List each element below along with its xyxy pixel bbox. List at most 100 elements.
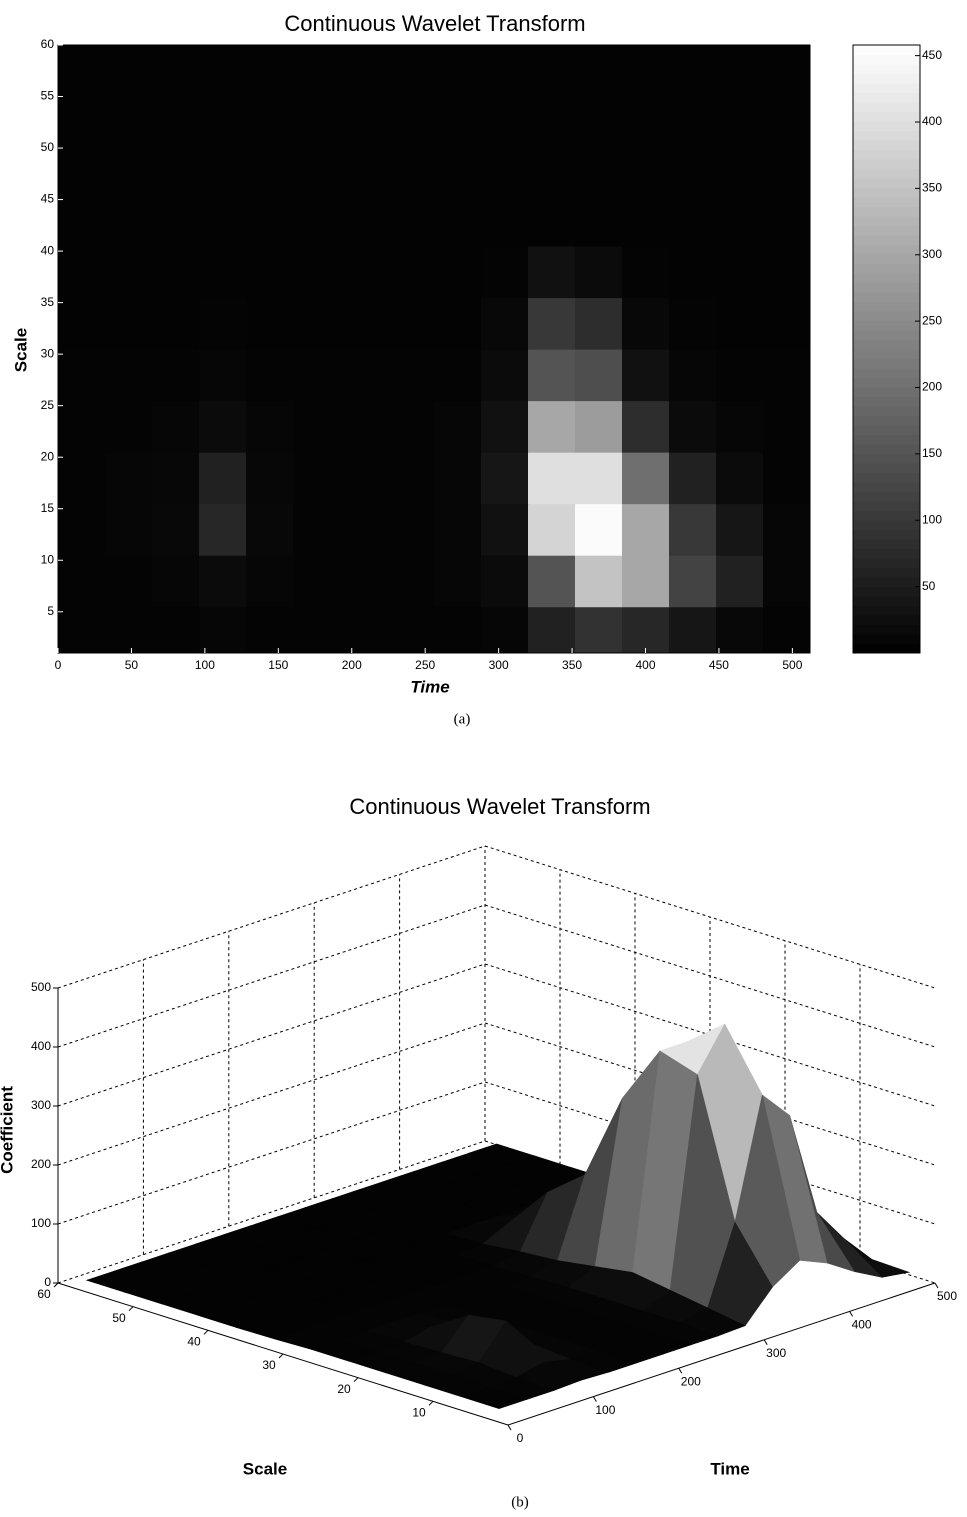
y-tick-label: 50 — [41, 140, 55, 154]
colorbar-step — [853, 73, 920, 84]
colorbar-step — [853, 586, 920, 597]
colorbar-step — [853, 254, 920, 264]
y-tick — [278, 1353, 284, 1359]
colorbar-step — [853, 111, 920, 122]
colorbar-step — [853, 140, 920, 150]
heatmap-cell — [716, 503, 764, 556]
heatmap-cell — [669, 245, 717, 299]
heatmap-cell — [246, 503, 294, 556]
colorbar-step — [853, 197, 920, 207]
heatmap-cell — [246, 297, 294, 350]
x-tick-label: 300 — [489, 658, 509, 672]
colorbar-step — [853, 444, 920, 454]
heatmap-cell — [622, 555, 670, 608]
heatmap-cell — [575, 45, 623, 92]
heatmap-cell — [481, 452, 529, 505]
colorbar-step — [853, 520, 920, 530]
heatmap-cell — [105, 606, 153, 653]
heatmap-cell — [152, 245, 200, 299]
heatmap-cell — [434, 142, 482, 196]
y-tick — [353, 1377, 359, 1383]
heatmap-cell — [763, 503, 810, 556]
heatmap-cell — [575, 245, 623, 299]
colorbar-step — [853, 273, 920, 283]
y-tick-label: 30 — [41, 346, 55, 360]
heatmap-cell — [340, 297, 388, 350]
heatmap-cell — [246, 194, 294, 247]
y-tick-label: 35 — [41, 295, 55, 309]
heatmap-cell — [528, 452, 576, 505]
heatmap-cell — [622, 194, 670, 247]
y-tick-label: 20 — [337, 1382, 351, 1396]
colorbar-step — [853, 501, 920, 511]
heatmap-cell — [716, 297, 764, 350]
colorbar-step — [853, 311, 920, 321]
heatmap-cell — [763, 452, 810, 505]
y-tick-label: 40 — [41, 243, 55, 257]
heatmap-cell — [340, 245, 388, 299]
heatmap-cell — [340, 91, 388, 144]
heatmap-cell — [199, 349, 247, 402]
z-tick-label: 500 — [31, 980, 51, 994]
grid-line — [57, 1140, 486, 1284]
heatmap-cell — [575, 452, 623, 505]
heatmap-cell — [716, 194, 764, 247]
colorbar-step — [853, 615, 920, 625]
heatmap-cell — [246, 452, 294, 505]
heatmap-cell — [622, 142, 670, 196]
caption: (a) — [454, 711, 471, 727]
grid-line — [57, 845, 486, 989]
heatmap-cell — [763, 142, 810, 196]
heatmap-cell — [434, 606, 482, 653]
x-tick — [592, 1396, 597, 1402]
z-tick-label: 0 — [44, 1275, 51, 1289]
colorbar-step — [853, 425, 920, 435]
x-tick-label: 0 — [55, 658, 62, 672]
heatmap-cell — [622, 45, 670, 92]
x-tick — [678, 1367, 683, 1374]
heatmap-cell — [58, 555, 106, 608]
heatmap-cell — [481, 503, 529, 556]
heatmap-cell — [763, 349, 810, 402]
heatmap-cell — [434, 400, 482, 453]
heatmap-cell — [763, 400, 810, 453]
heatmap-cell — [622, 452, 670, 505]
heatmap-cell — [340, 555, 388, 608]
heatmap-cell — [58, 91, 106, 144]
grid-line — [57, 904, 486, 1048]
colorbar-step — [853, 187, 920, 198]
heatmap-cell — [716, 400, 764, 453]
y-tick-label: 25 — [41, 398, 55, 412]
colorbar-tick-label: 400 — [922, 114, 942, 128]
colorbar-step — [853, 130, 920, 141]
colorbar-step — [853, 406, 920, 416]
colorbar-step — [853, 624, 920, 635]
heatmap-cell — [293, 400, 341, 453]
heatmap-cell — [763, 245, 810, 299]
z-tick-label: 200 — [31, 1157, 51, 1171]
heatmap-cell — [528, 400, 576, 453]
heatmap-cell — [716, 45, 764, 92]
heatmap-cell — [575, 606, 623, 653]
heatmap-cell — [528, 555, 576, 608]
colorbar-step — [853, 510, 920, 521]
plot-frame — [57, 44, 811, 654]
colorbar-step — [853, 368, 920, 378]
heatmap-cell — [716, 606, 764, 653]
heatmap-cell — [340, 606, 388, 653]
heatmap-cell — [387, 555, 435, 608]
heatmap-cell — [528, 91, 576, 144]
heatmap-cell — [575, 194, 623, 247]
colorbar-step — [853, 83, 920, 93]
heatmap-cell — [763, 91, 810, 144]
x-axis-label: Time — [710, 1459, 749, 1478]
colorbar-step — [853, 168, 920, 179]
heatmap-cell — [622, 503, 670, 556]
colorbar-step — [853, 45, 920, 55]
heatmap-cell — [575, 142, 623, 196]
heatmap-cell — [152, 400, 200, 453]
colorbar-step — [853, 225, 920, 236]
heatmap-cell — [481, 349, 529, 402]
heatmap-cell — [105, 91, 153, 144]
heatmap-cell — [387, 245, 435, 299]
